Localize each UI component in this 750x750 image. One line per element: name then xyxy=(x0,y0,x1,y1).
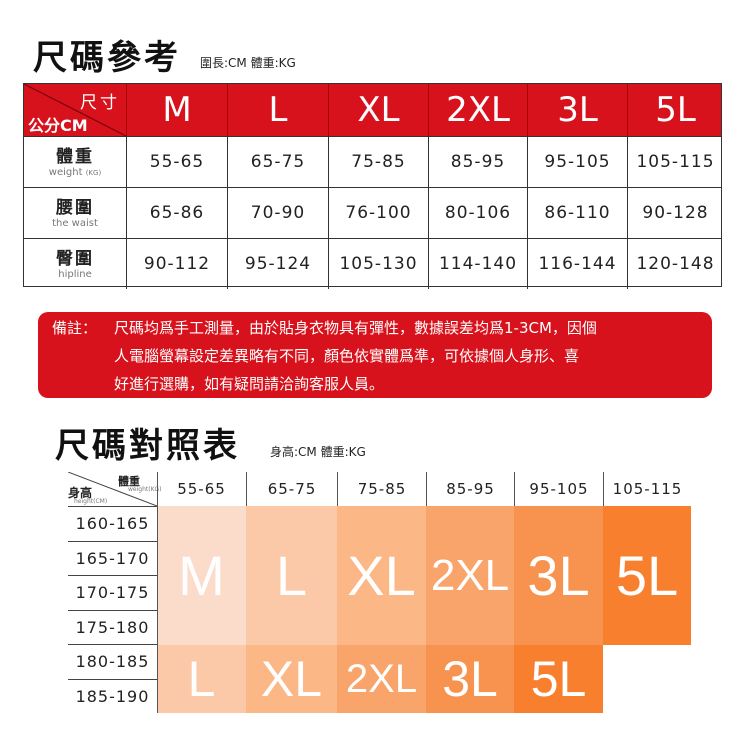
corner-cm-label: 公分CM xyxy=(28,116,88,135)
remarks-line: 尺碼均爲手工測量，由於貼身衣物具有彈性，數據誤差均爲1-3CM，因個 xyxy=(114,319,597,337)
height-row-label: 180-185 xyxy=(68,644,157,679)
row-label: 腰圍 the waist xyxy=(24,188,126,238)
table-cell: 116-144 xyxy=(527,239,627,289)
table-cell: 80-106 xyxy=(428,188,527,238)
weight-header: 85-95 xyxy=(426,472,514,506)
remarks-line: 好進行選購，如有疑問請洽詢客服人員。 xyxy=(114,375,385,393)
row-label-en: weight (KG) xyxy=(48,167,102,178)
table-row: 腰圍 the waist 65-86 70-90 76-100 80-106 86-110… xyxy=(24,187,721,238)
size-block: 2XL xyxy=(426,506,514,645)
weight-header: 105-115 xyxy=(603,472,691,506)
table-row: 體重 weight (KG) 55-65 65-75 75-85 85-95 95-105 1… xyxy=(24,136,721,187)
row-label-zh: 體重 xyxy=(56,147,94,167)
size-header-3L: 3L xyxy=(527,84,627,136)
remarks-box: 備註： 尺碼均爲手工測量，由於貼身衣物具有彈性，數據誤差均爲1-3CM，因個 人… xyxy=(38,312,712,398)
table-cell: 70-90 xyxy=(227,188,328,238)
table-cell: 55-65 xyxy=(126,137,227,187)
size-block: XL xyxy=(246,645,337,713)
size-block: 2XL xyxy=(337,645,426,713)
table-cell: 105-130 xyxy=(328,239,428,289)
size-block: 5L xyxy=(514,645,603,713)
size-block: XL xyxy=(337,506,426,645)
table-cell: 90-112 xyxy=(126,239,227,289)
height-row-label: 165-170 xyxy=(68,540,157,576)
divider xyxy=(157,472,158,713)
corner-weight: 體重 xyxy=(118,475,140,488)
row-label-en: the waist xyxy=(52,218,98,229)
weight-header: 65-75 xyxy=(246,472,337,506)
table-cell: 90-128 xyxy=(627,188,723,238)
size-reference-units: 圍長:CM 體重:KG xyxy=(200,56,296,70)
table-cell: 75-85 xyxy=(328,137,428,187)
table-cell: 120-148 xyxy=(627,239,723,289)
size-block: L xyxy=(157,645,246,713)
table-cell: 114-140 xyxy=(428,239,527,289)
table-cell: 105-115 xyxy=(627,137,723,187)
corner-cell: 尺寸 公分CM xyxy=(24,84,126,136)
size-header-5L: 5L xyxy=(627,84,723,136)
row-label-en: hipline xyxy=(58,269,92,280)
table-cell: 65-86 xyxy=(126,188,227,238)
size-chart-title: 尺碼對照表 xyxy=(55,426,240,466)
table-cell: 85-95 xyxy=(428,137,527,187)
table-cell: 76-100 xyxy=(328,188,428,238)
corner-weight-en: weight(KG) xyxy=(128,486,162,493)
header-row: 尺寸 公分CM M L XL 2XL 3L 5L xyxy=(24,84,721,136)
table-cell: 65-75 xyxy=(227,137,328,187)
row-label-zh: 臀圍 xyxy=(56,249,94,269)
size-block: M xyxy=(157,506,246,645)
row-label-zh: 腰圍 xyxy=(56,198,94,218)
remarks-line: 人電腦螢幕設定差異略有不同，顏色依實體爲準，可依據個人身形、喜 xyxy=(114,347,580,365)
height-row-label: 170-175 xyxy=(68,575,157,610)
weight-header: 95-105 xyxy=(514,472,603,506)
size-header-XL: XL xyxy=(328,84,428,136)
size-reference-title: 尺碼參考 xyxy=(33,38,181,78)
row-label: 體重 weight (KG) xyxy=(24,137,126,187)
size-block: 3L xyxy=(514,506,603,645)
size-reference-table: 尺寸 公分CM M L XL 2XL 3L 5L 體重 weight (KG) 55-65 65… xyxy=(23,83,722,289)
size-header-2XL: 2XL xyxy=(428,84,527,136)
height-row-label: 185-190 xyxy=(68,678,157,714)
chart2-corner: 體重 weight(KG) 身高 height(CM) xyxy=(68,472,162,506)
corner-height-en: height(CM) xyxy=(74,498,108,505)
size-block: 5L xyxy=(603,506,691,645)
table-cell: 95-124 xyxy=(227,239,328,289)
corner-size-label: 尺寸 xyxy=(80,93,120,113)
height-row-label: 160-165 xyxy=(68,506,157,541)
size-header-M: M xyxy=(126,84,227,136)
size-header-L: L xyxy=(227,84,328,136)
size-chart-units: 身高:CM 體重:KG xyxy=(270,445,366,459)
table-cell: 86-110 xyxy=(527,188,627,238)
weight-header: 75-85 xyxy=(337,472,426,506)
height-row-label: 175-180 xyxy=(68,609,157,645)
table-row: 臀圍 hipline 90-112 95-124 105-130 114-140 116-… xyxy=(24,238,721,289)
corner-height: 身高 xyxy=(68,486,93,500)
size-block: L xyxy=(246,506,337,645)
row-label: 臀圍 hipline xyxy=(24,239,126,289)
remarks-label: 備註： xyxy=(52,319,98,337)
size-block: 3L xyxy=(426,645,514,713)
weight-header: 55-65 xyxy=(177,480,226,498)
table-cell: 95-105 xyxy=(527,137,627,187)
